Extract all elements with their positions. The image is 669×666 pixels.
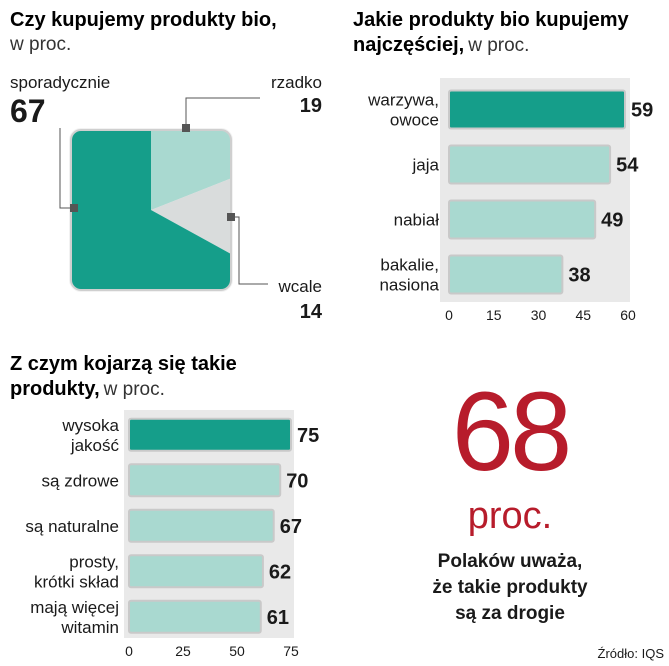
- bar2-title-line1: Z czym kojarzą się takie: [10, 353, 237, 375]
- bar-label-0: jakość: [70, 436, 120, 455]
- bar-label-1: są zdrowe: [42, 471, 119, 490]
- pie-slice-rzadko: [151, 130, 231, 210]
- bar-label-0: owoce: [390, 111, 439, 130]
- marker-wcale: [227, 213, 235, 221]
- pie-value-sporadycznie: 67: [10, 93, 46, 129]
- bar-value-4: 61: [267, 607, 289, 629]
- pie-chart: Czy kupujemy produkty bio, w proc. spora…: [9, 9, 323, 323]
- callout-line-3: są za drogie: [455, 603, 565, 624]
- tick-label: 0: [125, 643, 133, 659]
- bar-label-3: prosty,: [69, 552, 119, 571]
- bar-1: [448, 144, 612, 185]
- leader-rzadko: [185, 97, 260, 128]
- callout-line-2: że takie produkty: [432, 577, 588, 598]
- pie-slice-wcale: [151, 162, 231, 273]
- bar-0: [448, 89, 627, 130]
- pie-value-wcale: 14: [300, 301, 323, 323]
- pie-label-wcale: wcale: [278, 277, 322, 296]
- bar-label-4: witamin: [60, 618, 119, 637]
- callout: 68 proc. Polaków uważa, że takie produkt…: [432, 369, 588, 624]
- bar1-title-line1: Jakie produkty bio kupujemy: [353, 9, 630, 31]
- bar1-bars: 59 warzywa,owoce 54 jaja 49 nabiał 38 bakalie,n…: [367, 89, 653, 323]
- bar-2: [448, 199, 597, 240]
- tick-label: 15: [486, 307, 502, 323]
- tick-label: 75: [283, 643, 299, 659]
- bar-chart-associations: Z czym kojarzą się takie produkty, w proc…: [10, 353, 319, 659]
- pie-slices: [71, 130, 231, 290]
- bar-label-3: bakalie,: [380, 256, 439, 275]
- tick-label: 30: [531, 307, 547, 323]
- leader-wcale: [231, 216, 268, 285]
- tick-label: 25: [175, 643, 191, 659]
- bar1-title-line2: najczęściej, w proc.: [353, 34, 529, 56]
- bar-value-2: 67: [280, 516, 302, 538]
- source-note: Źródło: IQS: [598, 646, 665, 661]
- callout-line-1: Polaków uważa,: [438, 551, 583, 572]
- callout-number: 68: [452, 369, 569, 494]
- bar-3: [448, 254, 564, 295]
- pie-value-rzadko: 19: [300, 95, 322, 117]
- bar-value-2: 49: [601, 210, 623, 232]
- bar-label-2: są naturalne: [25, 517, 119, 536]
- bar-value-0: 75: [297, 425, 319, 447]
- pie-label-rzadko: rzadko: [271, 73, 322, 92]
- pie-subtitle: w proc.: [9, 34, 71, 55]
- bar-4: [128, 599, 262, 634]
- bar-label-3: krótki skład: [34, 572, 119, 591]
- tick-label: 45: [575, 307, 591, 323]
- marker-sporadycznie: [70, 204, 78, 212]
- bar-label-4: mają więcej: [30, 598, 119, 617]
- bar-0: [128, 417, 292, 452]
- bar-label-2: nabiał: [394, 211, 440, 230]
- marker-rzadko: [182, 124, 190, 132]
- leader-sporadycznie: [59, 128, 74, 209]
- bar-3: [128, 554, 264, 589]
- bar-label-0: warzywa,: [367, 91, 439, 110]
- bar-label-3: nasiona: [379, 276, 439, 295]
- bar-value-1: 70: [286, 470, 308, 492]
- bar-value-3: 38: [568, 265, 590, 287]
- tick-label: 60: [620, 307, 636, 323]
- bar2-title-line2: produkty, w proc.: [10, 378, 165, 400]
- tick-label: 0: [445, 307, 453, 323]
- bar-label-1: jaja: [412, 156, 440, 175]
- pie-slice-sporadycznie: [71, 130, 231, 290]
- bar-1: [128, 463, 282, 498]
- bar-value-3: 62: [269, 561, 291, 583]
- pie-label-sporadycznie: sporadycznie: [10, 73, 110, 92]
- pie-title: Czy kupujemy produkty bio,: [10, 9, 277, 31]
- bar-value-0: 59: [631, 100, 653, 122]
- bar-2: [128, 508, 275, 543]
- callout-unit: proc.: [468, 495, 552, 537]
- bar-chart-products: Jakie produkty bio kupujemy najczęściej,…: [353, 9, 653, 323]
- tick-label: 50: [229, 643, 245, 659]
- bar-label-0: wysoka: [61, 416, 119, 435]
- bar-value-1: 54: [616, 155, 639, 177]
